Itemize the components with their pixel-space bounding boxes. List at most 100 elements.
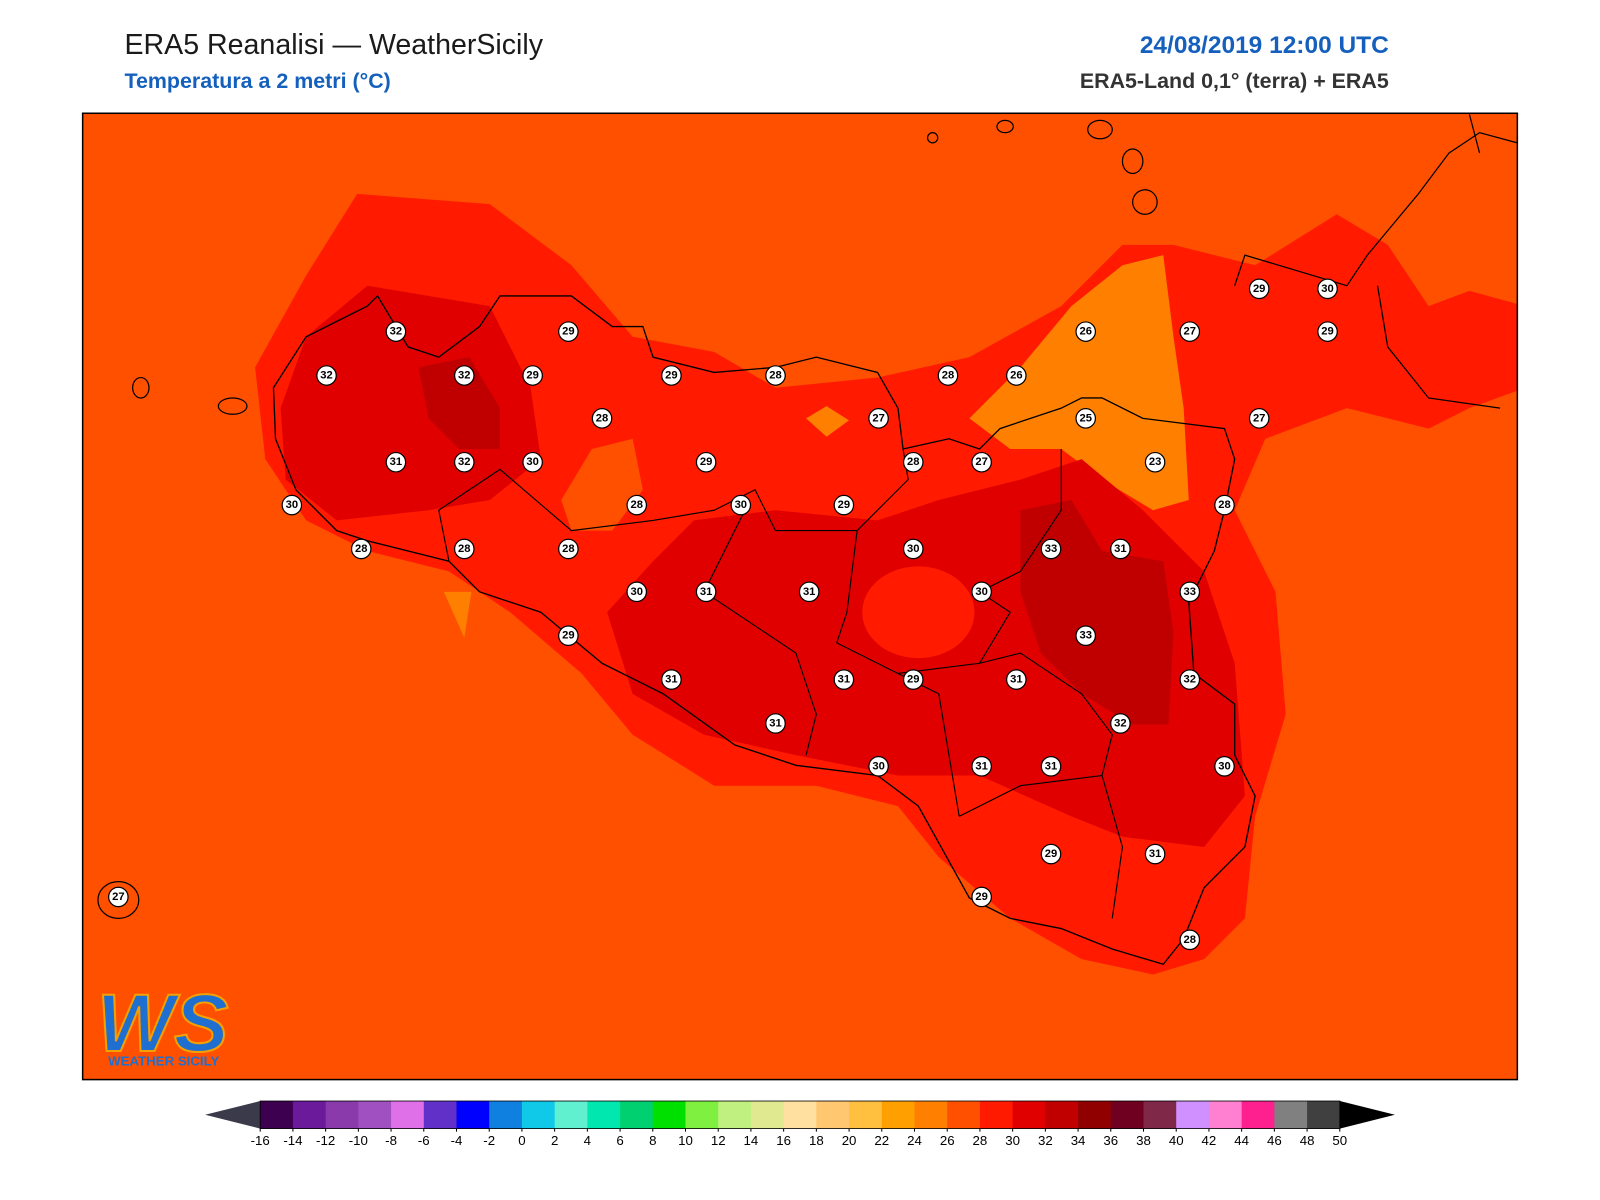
colorbar-tick-label: 40: [1169, 1133, 1184, 1148]
station-value: 28: [355, 543, 367, 555]
station: 31: [1006, 669, 1027, 690]
calabria-coast: [1234, 114, 1518, 409]
station: 30: [1214, 756, 1235, 777]
station-value: 31: [803, 586, 815, 598]
station-value: 30: [872, 760, 884, 772]
station-value: 32: [1184, 674, 1196, 686]
station-marker: [971, 886, 992, 908]
station-value: 31: [1045, 760, 1057, 772]
station-marker: [522, 365, 543, 386]
station-value: 33: [1045, 543, 1057, 555]
station: 25: [1075, 408, 1097, 429]
title: ERA5 Reanalisi — WeatherSicily: [124, 29, 543, 61]
station-value: 29: [562, 630, 574, 642]
station-marker: [558, 321, 579, 342]
station-marker: [1179, 929, 1201, 951]
station-marker: [971, 756, 992, 777]
station-value: 28: [596, 412, 608, 424]
colorbar-tick-label: 0: [518, 1133, 525, 1148]
station-marker: [1179, 581, 1201, 603]
field-32-34: [1020, 500, 1174, 725]
station-marker: [868, 756, 889, 777]
station-marker: [1248, 408, 1270, 429]
colorbar-tick-label: 18: [809, 1133, 824, 1148]
date: 24/08/2019 12:00 UTC: [1140, 32, 1389, 59]
station: 32: [1110, 713, 1131, 734]
colorbar-tick-label: -10: [349, 1133, 368, 1148]
station-value: 32: [458, 370, 470, 382]
station-marker: [1144, 843, 1166, 865]
station-value: 31: [700, 586, 712, 598]
station-value: 31: [390, 456, 402, 468]
colorbar-tick-label: 48: [1300, 1133, 1315, 1148]
station-marker: [937, 365, 959, 386]
colorbar-tick-label: 22: [874, 1133, 889, 1148]
field-24-26: [806, 406, 849, 437]
station-marker: [591, 408, 613, 429]
station-marker: [626, 581, 648, 603]
station-marker: [971, 581, 992, 603]
station: 31: [695, 581, 717, 603]
station-value: 27: [1253, 412, 1265, 424]
colorbar-box: [1208, 1101, 1243, 1129]
station: 28: [765, 365, 786, 386]
station-value: 31: [665, 674, 677, 686]
colorbar-tick-label: 42: [1202, 1133, 1217, 1148]
station-value: 32: [320, 370, 332, 382]
station: 27: [868, 408, 889, 429]
station-marker: [1040, 756, 1062, 777]
colorbar-box: [1012, 1101, 1046, 1129]
station-value: 29: [665, 370, 677, 382]
station: 27: [971, 451, 992, 473]
station: 29: [971, 886, 992, 908]
station-value: 29: [975, 891, 987, 903]
station: 32: [453, 365, 475, 386]
station: 31: [385, 451, 407, 473]
station: 32: [385, 321, 407, 342]
station: 31: [765, 713, 786, 734]
station-marker: [453, 451, 475, 473]
colorbar-tick-label: 50: [1332, 1133, 1347, 1148]
colorbar-tick-label: 10: [678, 1133, 693, 1148]
station: 28: [558, 538, 579, 560]
station-value: 30: [735, 499, 747, 511]
station-marker: [626, 494, 648, 516]
colorbar-box: [358, 1101, 392, 1129]
station-marker: [798, 581, 820, 603]
colorbar-tick-label: 46: [1267, 1133, 1282, 1148]
station-value: 27: [872, 412, 884, 424]
colorbar-box: [685, 1101, 719, 1129]
station-value: 30: [907, 543, 919, 555]
colorbar-box: [979, 1101, 1014, 1129]
station-marker: [868, 408, 889, 429]
station-marker: [833, 669, 855, 690]
colorbar-box: [325, 1101, 359, 1129]
station-value: 31: [1114, 543, 1126, 555]
station-marker: [1317, 278, 1338, 300]
station-marker: [833, 494, 855, 516]
station: 29: [558, 625, 579, 647]
station: 31: [1040, 756, 1062, 777]
station: 30: [868, 756, 889, 777]
station-marker: [661, 365, 682, 386]
station: 28: [1179, 929, 1201, 951]
station-marker: [522, 451, 543, 473]
station: 29: [522, 365, 543, 386]
colorbar-tick-label: 30: [1005, 1133, 1020, 1148]
station-value: 29: [700, 456, 712, 468]
colorbar-tick-label: -16: [251, 1133, 270, 1148]
colorbar: -16 -14 -12 -10 -8 -6 -4 -2 0 2 4 6 8 10 12 14 16 18 20 22 2…: [205, 1100, 1395, 1148]
station: 30: [281, 494, 303, 516]
station-value: 28: [907, 456, 919, 468]
station-marker: [1214, 756, 1235, 777]
station-marker: [350, 538, 372, 560]
colorbar-tick-label: 38: [1136, 1133, 1151, 1148]
station-value: 29: [1321, 326, 1333, 338]
colorbar-box: [489, 1101, 523, 1129]
colorbar-tick-label: 24: [907, 1133, 922, 1148]
field-32-34: [418, 357, 500, 449]
station-marker: [1040, 843, 1062, 865]
station-value: 28: [458, 543, 470, 555]
colorbar-box: [456, 1101, 490, 1129]
